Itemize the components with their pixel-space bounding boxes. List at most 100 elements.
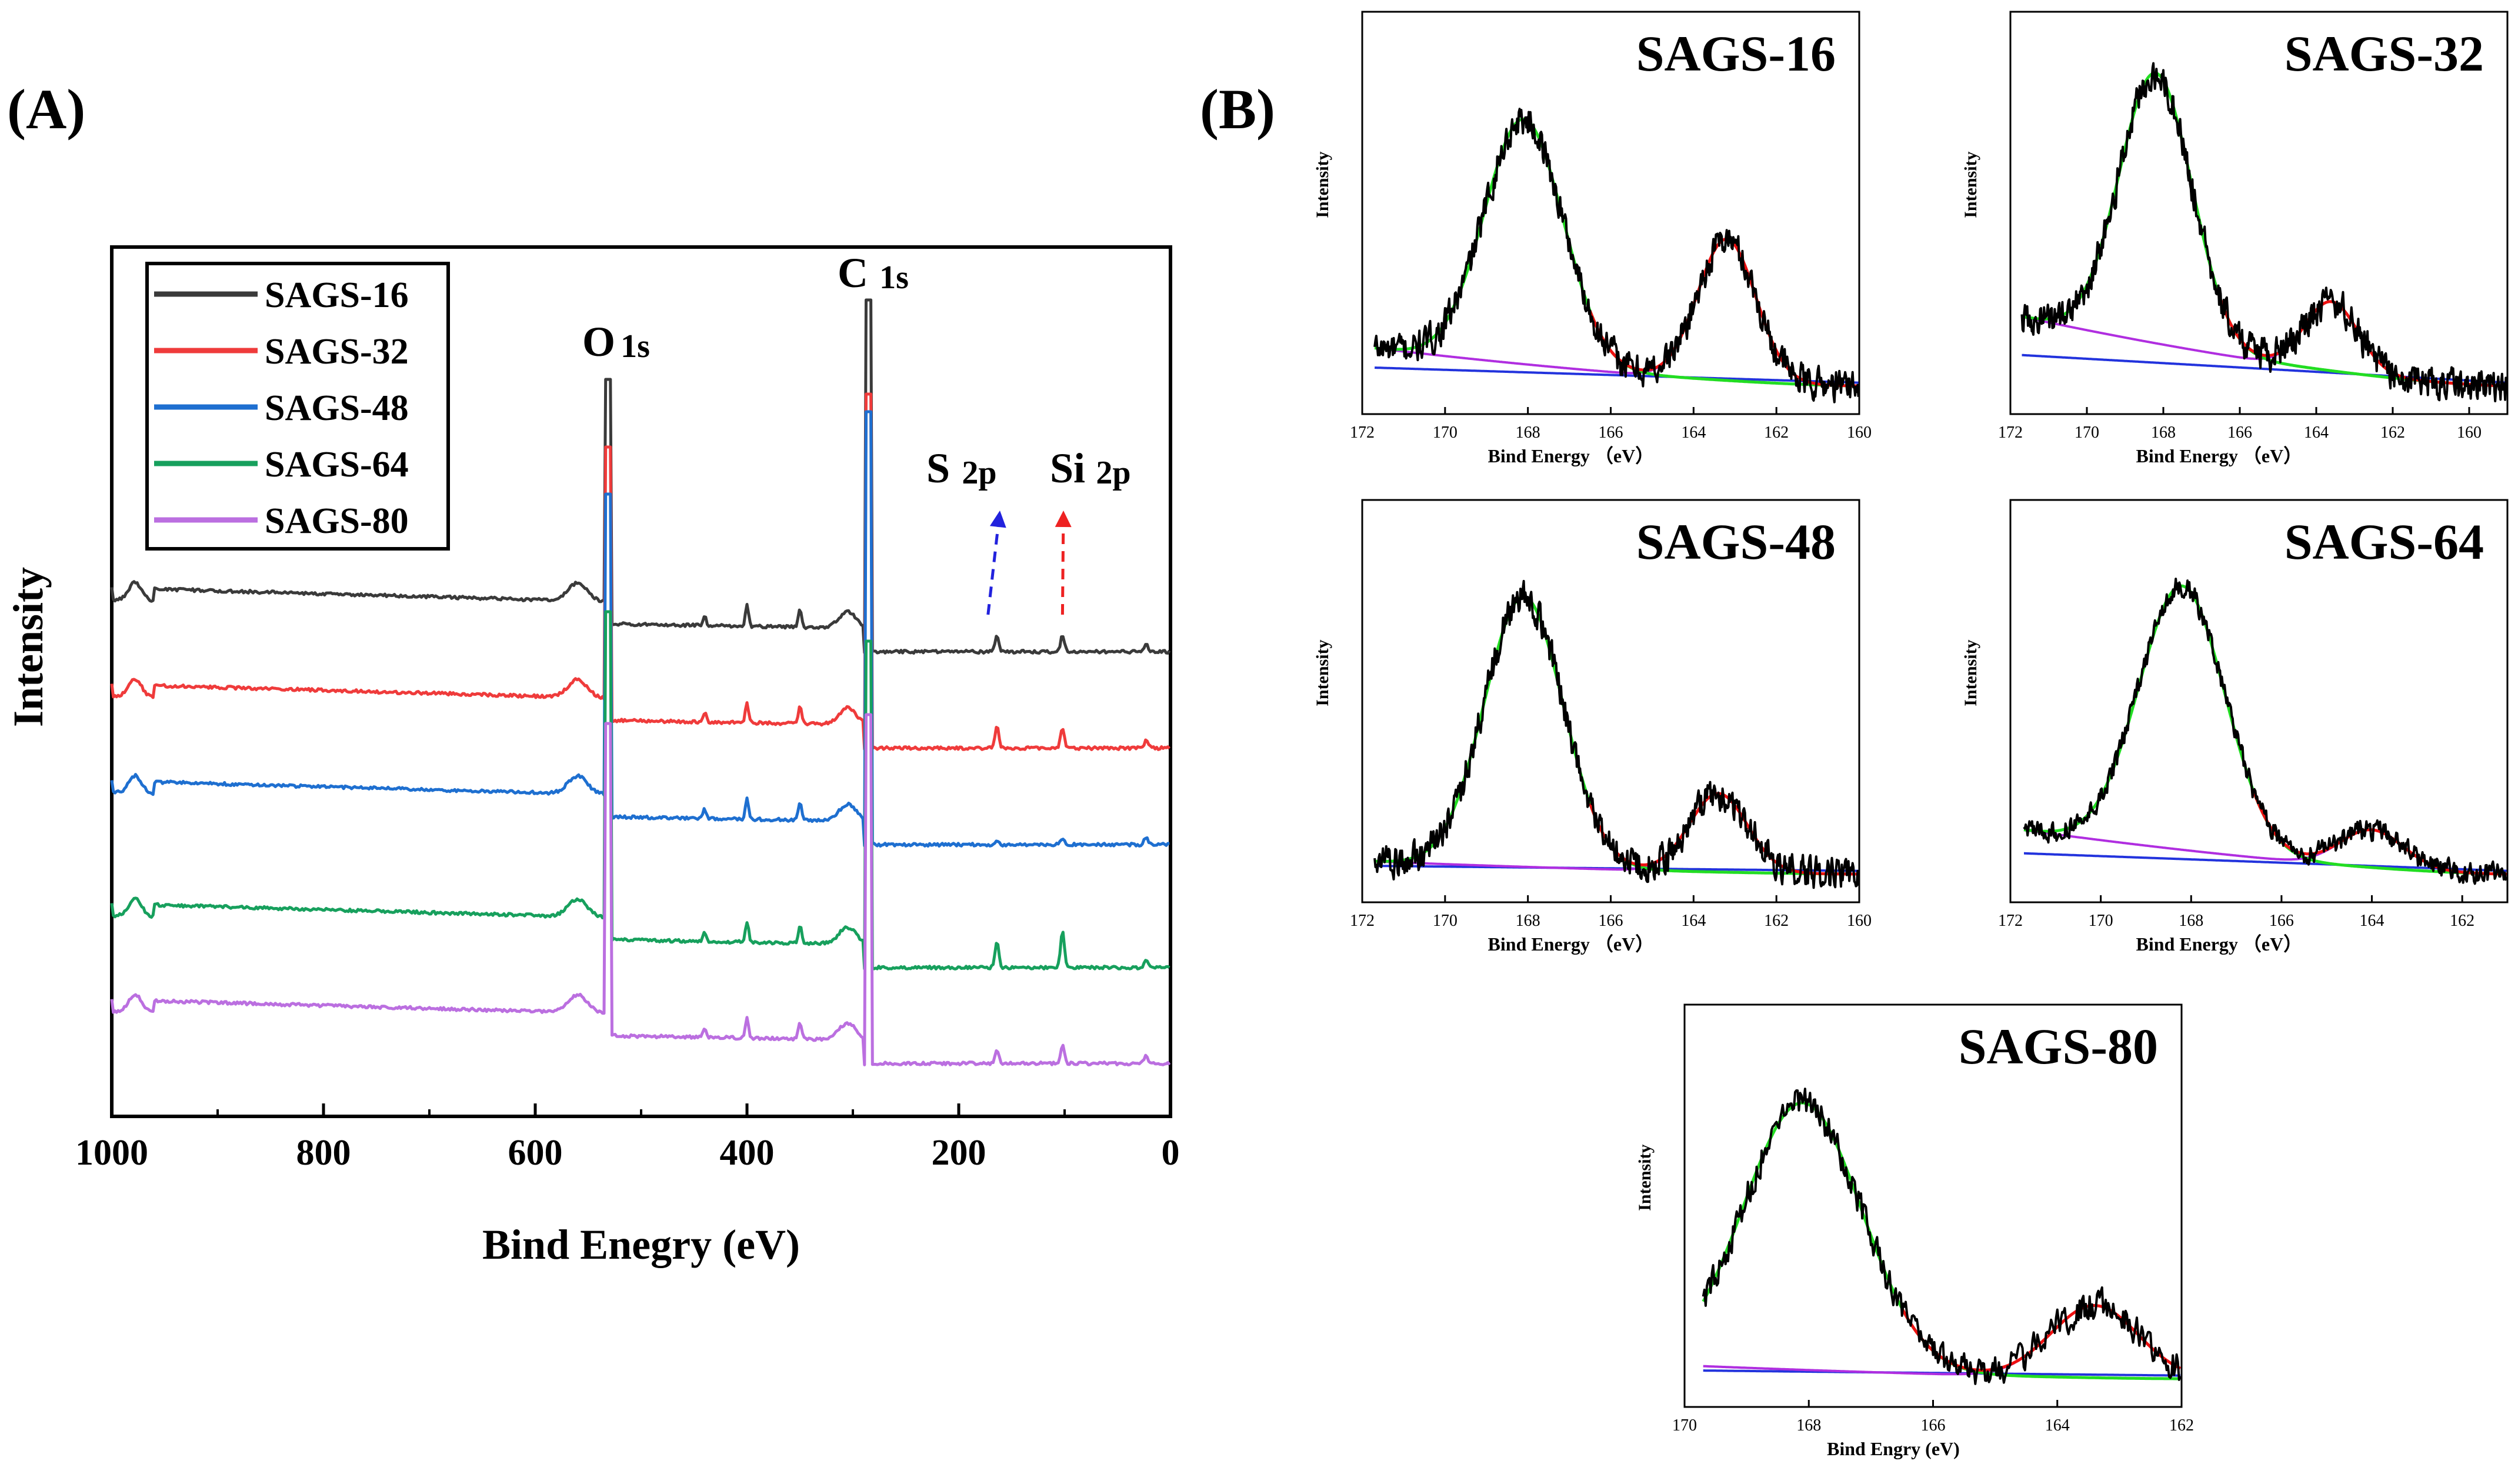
fit-x-tick-label: 168 <box>1516 423 1540 442</box>
survey-x-tick-label: 1000 <box>75 1133 148 1173</box>
survey-line-sags-80 <box>110 713 1171 1066</box>
fit-x-tick-label: 164 <box>1681 912 1706 930</box>
fit-panel-title: SAGS-48 <box>1636 513 1836 570</box>
fit-panel-frame <box>2009 499 2509 903</box>
fit-baseline-line <box>2024 852 2507 872</box>
fit-x-tick-label: 164 <box>2360 912 2384 930</box>
survey-legend: SAGS-16 SAGS-32 SAGS-48 SAGS-64 SAGS-80 <box>145 262 450 551</box>
fit-x-tick-label: 170 <box>2075 423 2099 442</box>
fit-panel-sags-16: 172 170 168 166 164 162 160 Bind Energy （eV） Int… <box>1313 11 1872 466</box>
annotation-c-orbital: 1s <box>879 259 909 296</box>
fit-panel-title: SAGS-16 <box>1636 25 1836 82</box>
fit-background-peak-line <box>1703 1304 2181 1376</box>
fit-x-tick-label: 166 <box>2227 423 2252 442</box>
fit-x-tick-label: 162 <box>2380 423 2405 442</box>
fit-y-axis-label: Intensity <box>1313 151 1332 218</box>
fit-x-tick-label: 166 <box>1921 1416 1946 1435</box>
annotation-si-orbital: 2p <box>1096 455 1130 491</box>
fit-panel-sags-32: 172 170 168 166 164 162 160 Bind Energy （eV） Int… <box>1961 11 2509 466</box>
fit-panel-sags-64: 172 170 168 166 164 162 Bind Energy （eV） Intens… <box>1961 499 2509 955</box>
fit-x-tick-label: 168 <box>1796 1416 1821 1435</box>
fit-panel-title: SAGS-32 <box>2284 25 2484 82</box>
fit-raw-data-line <box>1702 1088 2182 1385</box>
fit-x-tick-label: 172 <box>1350 423 1375 442</box>
fit-x-tick-label: 162 <box>1764 912 1789 930</box>
annotation-si-element: Si <box>1050 445 1085 492</box>
fit-x-tick-label: 168 <box>2179 912 2203 930</box>
fit-x-tick-label: 172 <box>1998 423 2023 442</box>
fit-x-tick-label: 166 <box>1599 423 1623 442</box>
fit-raw-data-line <box>2023 578 2507 885</box>
fit-x-tick-label: 164 <box>1681 423 1706 442</box>
panel-b-label: (B) <box>1200 78 1275 141</box>
fit-x-tick-label: 170 <box>1433 423 1458 442</box>
survey-y-axis-label: Intensity <box>5 567 52 727</box>
fit-x-tick-label: 170 <box>2089 912 2113 930</box>
s2p-fit-panels: 172 170 168 166 164 162 160 Bind Energy （eV） Int… <box>1313 11 2509 1459</box>
fit-raw-data-line <box>1373 579 1860 889</box>
fit-x-axis-label: Bind Energy （eV） <box>1488 445 1655 466</box>
annotation-s-orbital: 2p <box>962 455 996 491</box>
survey-line-sags-16 <box>110 298 1171 655</box>
survey-x-tick-label: 200 <box>932 1133 986 1173</box>
fit-panel-sags-80: 170 168 166 164 162 Bind Engry (eV) Intensity S… <box>1635 1003 2194 1459</box>
fit-y-axis-label: Intensity <box>1635 1144 1655 1210</box>
fit-main-peak-line <box>2023 584 2507 876</box>
survey-x-tick-label: 0 <box>1162 1133 1180 1173</box>
fit-y-axis-label: Intensity <box>1961 639 1980 706</box>
survey-x-tick-label: 600 <box>508 1133 563 1173</box>
survey-x-ticks: 1000 800 600 400 200 0 <box>75 1103 1180 1173</box>
fit-panel-frame <box>2009 11 2509 415</box>
fit-x-axis-label: Bind Engry (eV) <box>1827 1438 1960 1459</box>
panel-a-label: (A) <box>7 78 85 141</box>
fit-x-tick-label: 162 <box>2450 912 2474 930</box>
fit-x-tick-label: 168 <box>1516 912 1540 930</box>
legend-label-sags-64: SAGS-64 <box>265 445 409 485</box>
fit-baseline-line <box>1374 366 1859 384</box>
annotation-o-element: O <box>582 318 615 365</box>
fit-y-axis-label: Intensity <box>1313 639 1332 706</box>
fit-x-tick-label: 162 <box>2169 1416 2194 1435</box>
annotation-c-element: C <box>838 249 868 296</box>
survey-series-lines <box>110 298 1171 1066</box>
fit-main-peak-line <box>1702 1101 2180 1380</box>
survey-x-axis-label: Bind Enegry (eV) <box>482 1221 800 1268</box>
annotation-s-element: S <box>926 445 950 492</box>
fit-x-tick-label: 172 <box>1998 912 2023 930</box>
fit-x-tick-label: 162 <box>1764 423 1789 442</box>
fit-envelope-line <box>1588 238 1859 388</box>
fit-raw-data-line <box>1373 108 1860 403</box>
survey-x-tick-label: 800 <box>296 1133 351 1173</box>
legend-label-sags-16: SAGS-16 <box>265 275 409 315</box>
survey-peak-annotations: O 1sC 1sS 2p Si 2p <box>582 249 1131 615</box>
survey-line-sags-48 <box>110 410 1170 848</box>
annotation-arrow-head-s <box>989 511 1006 528</box>
fit-x-tick-label: 160 <box>2457 423 2482 442</box>
fit-x-axis-label: Bind Energy （eV） <box>2136 933 2303 955</box>
fit-panel-title: SAGS-64 <box>2284 513 2484 570</box>
fit-raw-data-line <box>2020 62 2508 402</box>
fit-panel-title: SAGS-80 <box>1959 1018 2158 1075</box>
survey-spectrum-chart: 1000 800 600 400 200 0 O 1sC 1sS 2p Si 2p Bind Ene… <box>5 245 1180 1268</box>
fit-y-axis-label: Intensity <box>1961 151 1980 218</box>
legend-label-sags-48: SAGS-48 <box>265 388 409 428</box>
survey-line-sags-32 <box>110 392 1170 751</box>
legend-label-sags-32: SAGS-32 <box>265 332 409 372</box>
fit-x-tick-label: 164 <box>2045 1416 2070 1435</box>
fit-x-tick-label: 164 <box>2304 423 2329 442</box>
fit-panel-sags-48: 172 170 168 166 164 162 160 Bind Energy （eV） Int… <box>1313 499 1872 955</box>
fit-x-tick-label: 166 <box>1599 912 1623 930</box>
fit-x-tick-label: 160 <box>1847 423 1872 442</box>
fit-x-tick-label: 168 <box>2151 423 2176 442</box>
fit-x-axis-label: Bind Energy （eV） <box>1488 933 1655 955</box>
fit-x-tick-label: 170 <box>1433 912 1458 930</box>
survey-line-sags-64 <box>110 610 1170 971</box>
legend-label-sags-80: SAGS-80 <box>265 501 409 541</box>
fit-x-tick-label: 172 <box>1350 912 1375 930</box>
fit-x-tick-label: 160 <box>1847 912 1872 930</box>
fit-x-axis-label: Bind Energy （eV） <box>2136 445 2303 466</box>
fit-x-tick-label: 166 <box>2269 912 2294 930</box>
annotation-o-orbital: 1s <box>621 328 650 365</box>
fit-x-tick-label: 170 <box>1672 1416 1697 1435</box>
